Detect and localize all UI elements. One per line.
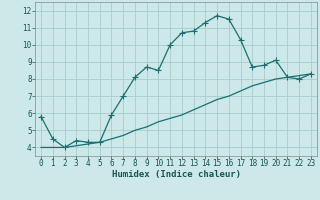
X-axis label: Humidex (Indice chaleur): Humidex (Indice chaleur) xyxy=(111,170,241,179)
